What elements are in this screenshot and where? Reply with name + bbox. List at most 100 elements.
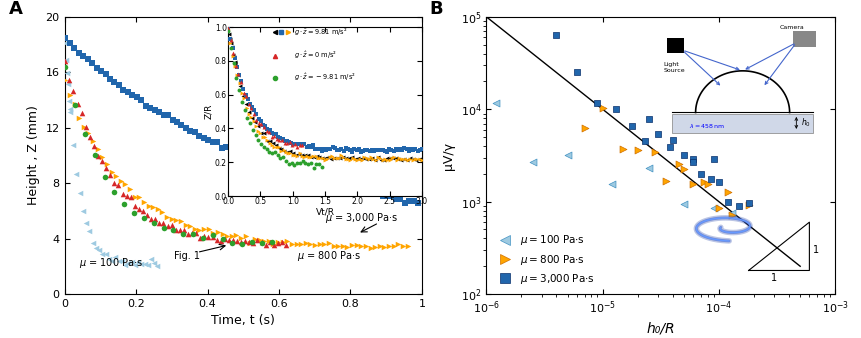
Point <box>145 216 158 221</box>
Point <box>247 112 261 117</box>
Point <box>374 147 387 152</box>
Point <box>313 177 327 183</box>
Point <box>310 153 324 159</box>
Point <box>315 148 329 153</box>
Point <box>224 149 238 154</box>
Point <box>348 156 362 161</box>
Point <box>273 164 287 169</box>
Point <box>294 242 308 247</box>
Point <box>148 107 162 112</box>
Point <box>659 178 672 184</box>
Point <box>392 156 406 162</box>
Y-axis label: Height , Z (mm): Height , Z (mm) <box>27 105 40 206</box>
Point <box>341 245 355 250</box>
Point <box>694 172 708 177</box>
Point <box>249 123 263 128</box>
Point <box>174 218 188 224</box>
Point <box>712 179 726 185</box>
Point <box>389 146 403 151</box>
Point <box>350 155 364 161</box>
Point <box>316 155 330 161</box>
Point <box>224 41 238 46</box>
Legend: $\mu = 100\;\mathrm{Pa{\cdot}s}$, $\mu = 800\;\mathrm{Pa{\cdot}s}$, $\mu = 3{,}0: $\mu = 100\;\mathrm{Pa{\cdot}s}$, $\mu =… <box>492 230 598 289</box>
Point <box>327 156 341 161</box>
Point <box>293 150 307 156</box>
Point <box>228 150 242 155</box>
Point <box>281 238 294 243</box>
Point <box>90 66 103 71</box>
Point <box>211 230 225 235</box>
Point <box>232 87 246 92</box>
Point <box>326 243 340 249</box>
Point <box>267 242 281 247</box>
Point <box>92 247 106 253</box>
Point <box>263 149 276 155</box>
Point <box>109 173 123 179</box>
Point <box>350 242 363 248</box>
Point <box>561 152 574 158</box>
Point <box>258 124 272 129</box>
Point <box>348 146 362 151</box>
Point <box>330 155 344 161</box>
Point <box>233 83 247 89</box>
Point <box>183 128 197 134</box>
Point <box>286 150 300 155</box>
Point <box>108 254 122 259</box>
Point <box>317 146 331 152</box>
Point <box>201 234 215 239</box>
Point <box>183 223 197 229</box>
Point <box>268 144 282 149</box>
Point <box>274 135 288 141</box>
Point <box>394 157 408 162</box>
Point <box>246 157 260 163</box>
Point <box>228 63 242 69</box>
Point <box>279 242 293 248</box>
Point <box>358 188 372 193</box>
Point <box>301 162 315 167</box>
Point <box>169 227 183 232</box>
Point <box>117 201 131 207</box>
Point <box>295 153 309 158</box>
Point <box>196 236 210 241</box>
Text: 1: 1 <box>771 272 777 283</box>
Point <box>263 139 276 144</box>
Point <box>277 167 291 172</box>
Point <box>282 140 296 145</box>
Point <box>393 196 407 201</box>
Point <box>388 155 402 161</box>
Point <box>725 212 739 218</box>
X-axis label: h₀/R: h₀/R <box>647 321 675 335</box>
Point <box>313 154 326 159</box>
Point <box>254 119 268 124</box>
Point <box>166 227 180 233</box>
Point <box>697 179 711 185</box>
Point <box>342 155 356 160</box>
Point <box>279 158 293 163</box>
Point <box>185 231 199 236</box>
Point <box>99 251 113 257</box>
Point <box>128 203 142 209</box>
Point <box>302 143 316 149</box>
X-axis label: Time, t (s): Time, t (s) <box>211 314 276 328</box>
Point <box>322 241 336 246</box>
Point <box>403 155 417 161</box>
Point <box>189 230 203 236</box>
Point <box>242 111 256 117</box>
Point <box>210 238 224 243</box>
Point <box>381 193 394 199</box>
Text: $h_0$: $h_0$ <box>802 117 811 129</box>
Point <box>206 232 220 238</box>
Point <box>415 156 429 161</box>
Point <box>300 145 313 150</box>
Point <box>124 195 138 200</box>
Point <box>251 116 265 121</box>
Point <box>295 172 309 177</box>
Point <box>353 186 367 191</box>
Point <box>375 157 389 163</box>
Point <box>263 127 276 133</box>
Point <box>325 156 338 161</box>
Point <box>722 190 735 195</box>
Point <box>67 45 81 51</box>
Point <box>401 157 415 163</box>
Point <box>725 210 739 216</box>
